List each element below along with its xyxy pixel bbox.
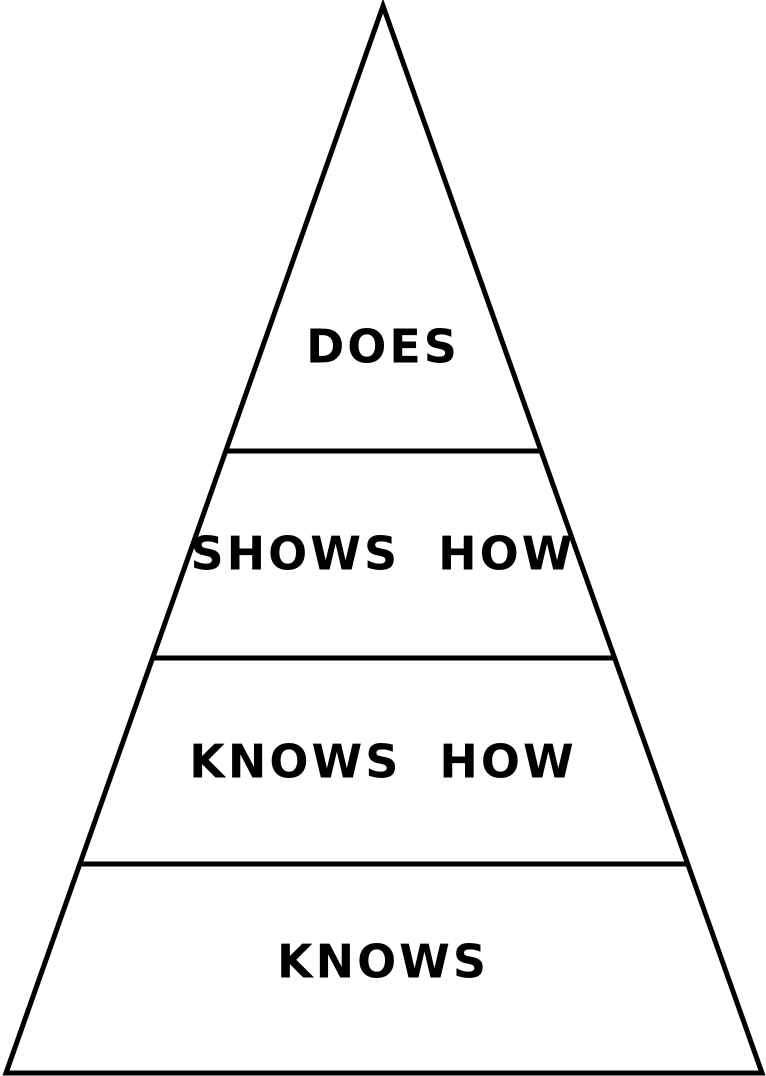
tier-label-does: DOES (306, 320, 460, 374)
tier-label-shows-how: SHOWS HOW (191, 527, 576, 581)
tier-label-knows-how: KNOWS HOW (189, 735, 577, 789)
tier-label-knows: KNOWS (277, 935, 489, 989)
